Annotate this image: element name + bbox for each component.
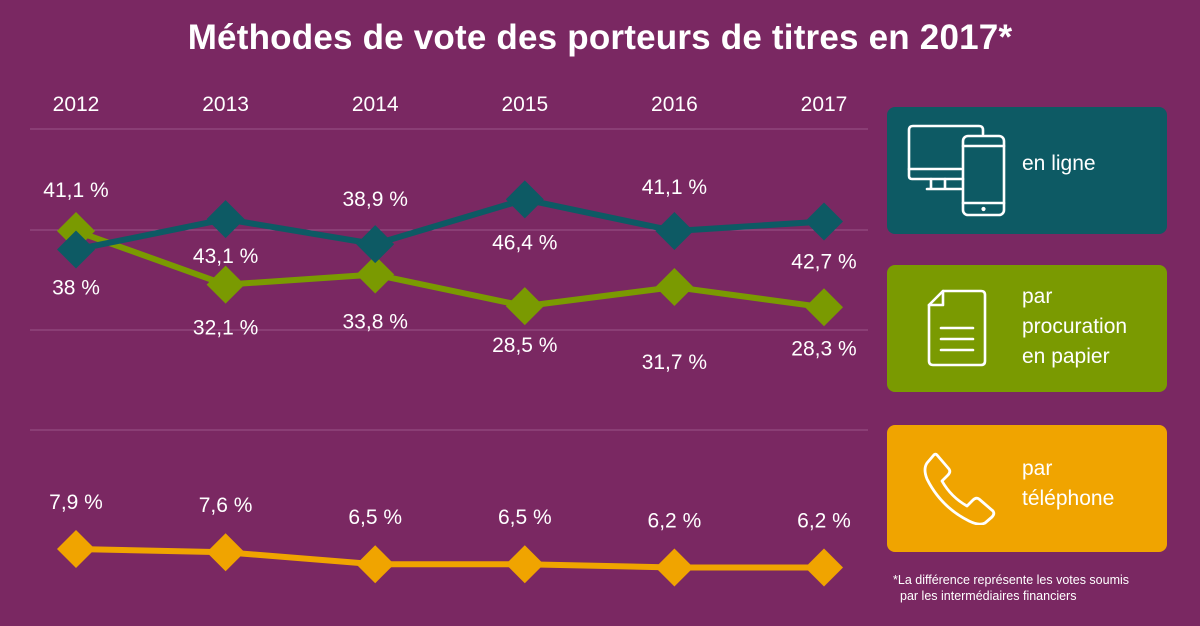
computer-and-phone-icon <box>907 124 1006 217</box>
data-point-marker <box>356 545 395 584</box>
data-label: 6,2 % <box>797 510 851 533</box>
x-tick-label: 2015 <box>501 93 548 116</box>
data-label: 7,9 % <box>49 491 103 514</box>
data-label: 28,3 % <box>791 337 856 360</box>
data-point-marker <box>805 548 843 587</box>
data-label: 6,5 % <box>348 506 402 529</box>
data-point-marker <box>655 212 694 251</box>
telephone-handset-icon <box>923 452 996 525</box>
footnote-line-2: par les intermédiaires financiers <box>900 589 1077 603</box>
series-line <box>74 228 825 311</box>
footnote-line-1: *La différence représente les votes soum… <box>893 573 1130 587</box>
x-tick-label: 2017 <box>801 93 848 116</box>
data-point-marker <box>805 202 843 241</box>
legend-item-online: en ligne <box>887 107 1167 234</box>
data-label: 43,1 % <box>193 245 258 268</box>
data-point-marker <box>655 548 694 587</box>
series-line <box>75 545 824 571</box>
data-point-marker <box>655 268 694 307</box>
x-tick-label: 2016 <box>651 93 698 116</box>
data-point-marker <box>57 529 95 568</box>
data-point-marker <box>805 288 843 327</box>
data-point-marker <box>505 545 544 584</box>
data-label: 28,5 % <box>492 334 557 357</box>
data-label: 6,5 % <box>498 506 552 529</box>
legend-label-proxy: par procuration en papier <box>1022 285 1128 368</box>
legend-label-phone: par téléphone <box>1022 457 1115 510</box>
data-label: 38,9 % <box>343 188 408 211</box>
x-tick-label: 2012 <box>53 93 100 116</box>
data-point-marker <box>206 265 245 304</box>
data-point-marker <box>206 533 245 572</box>
legend-item-phone: par téléphone <box>887 425 1167 552</box>
data-label: 42,7 % <box>791 250 856 273</box>
data-label: 6,2 % <box>648 510 702 533</box>
series-line <box>75 196 825 253</box>
x-tick-label: 2013 <box>202 93 249 116</box>
data-label: 33,8 % <box>343 311 408 334</box>
data-label: 46,4 % <box>492 231 557 254</box>
line-chart: 2012 2013 2014 2015 2016 2017 38 % 43,1 % 38,9 %… <box>30 93 868 587</box>
data-point-marker <box>505 180 544 219</box>
data-label: 31,7 % <box>642 351 707 374</box>
data-label: 41,1 % <box>642 176 707 199</box>
chart-title: Méthodes de vote des porteurs de titres … <box>187 18 1013 57</box>
legend-item-proxy: par procuration en papier <box>887 265 1167 392</box>
x-tick-label: 2014 <box>352 93 399 116</box>
data-point-marker <box>57 230 95 269</box>
data-label: 41,1 % <box>43 179 108 202</box>
data-point-marker <box>356 255 395 294</box>
data-label: 7,6 % <box>199 494 253 517</box>
data-point-marker <box>206 200 245 239</box>
data-label: 38 % <box>52 277 100 300</box>
data-label: 32,1 % <box>193 317 258 340</box>
data-point-marker <box>505 287 544 326</box>
footnote: *La différence représente les votes soum… <box>893 572 1193 604</box>
data-point-marker <box>356 225 395 264</box>
paper-document-icon <box>927 289 987 367</box>
legend-label-online: en ligne <box>1022 152 1096 175</box>
